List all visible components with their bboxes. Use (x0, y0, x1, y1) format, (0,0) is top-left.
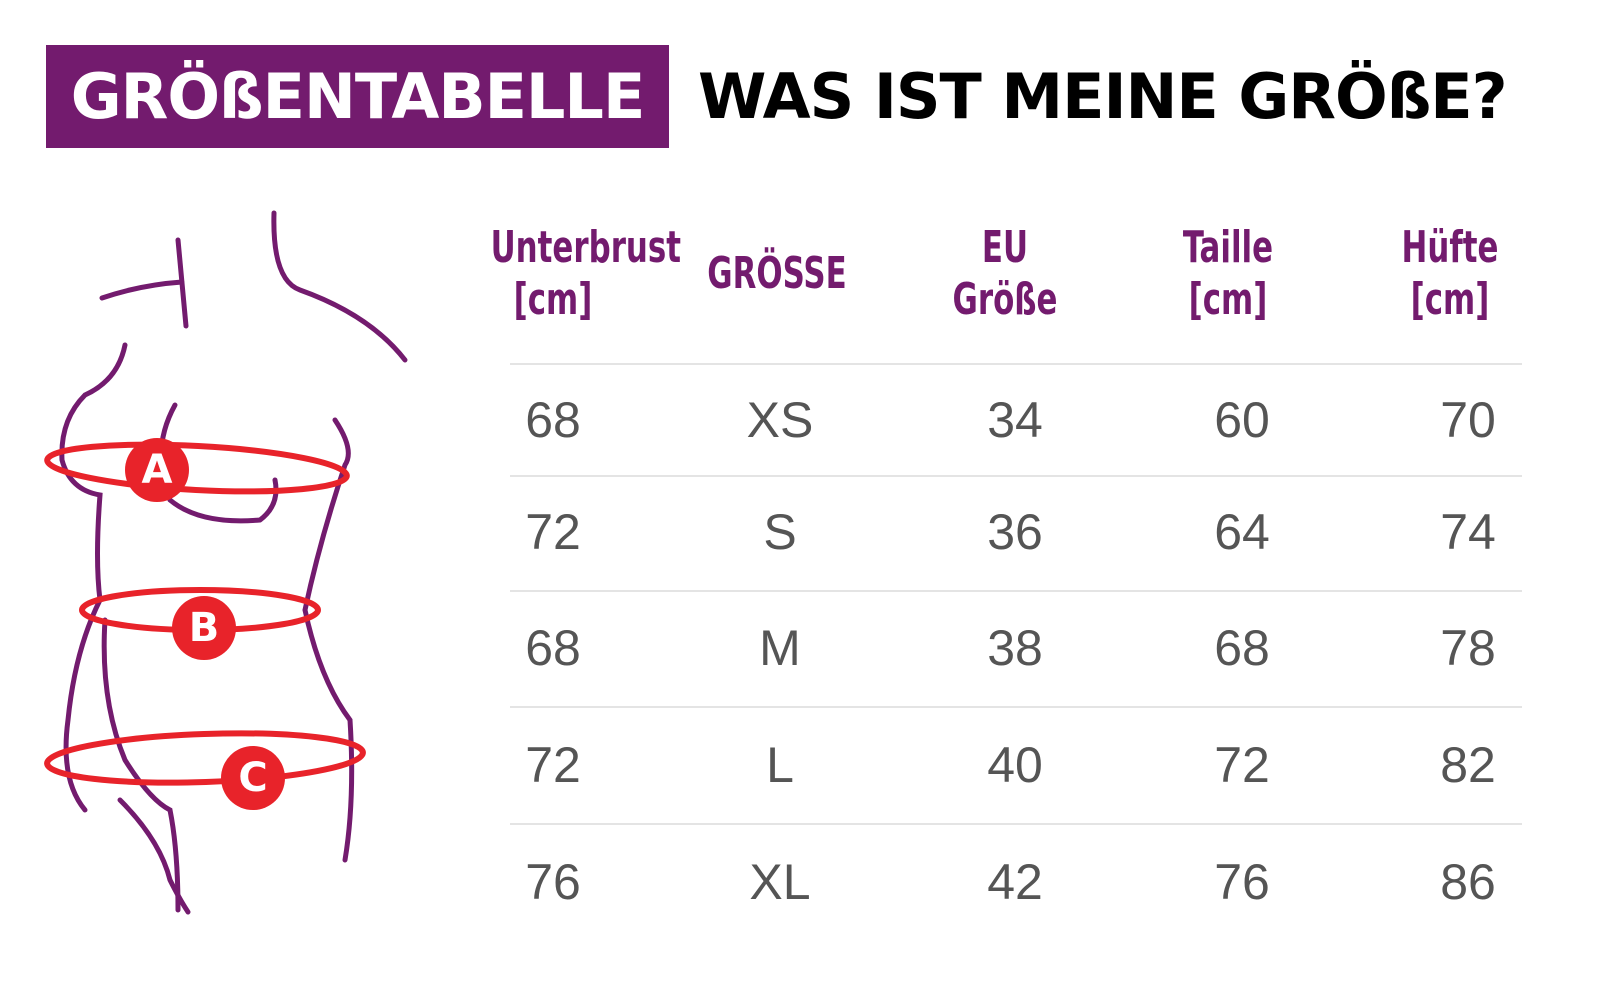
table-cell: 76 (525, 854, 581, 910)
marker-label: B (189, 605, 220, 651)
column-header: EU Größe (952, 222, 1058, 325)
column-header: Taille [cm] (1182, 222, 1274, 325)
table-cell: S (763, 504, 797, 560)
table-cell: 60 (1214, 392, 1270, 448)
table-cell: 40 (987, 737, 1043, 793)
table-cell: 82 (1440, 737, 1496, 793)
badge: GRÖßENTABELLE (46, 45, 669, 148)
table-cell: 68 (525, 620, 581, 676)
marker-label: C (238, 755, 267, 801)
table-cell: M (759, 620, 801, 676)
table-cell: 86 (1440, 854, 1496, 910)
body-figure: A B C (44, 210, 408, 915)
marker-label: A (142, 447, 173, 493)
table-cell: XS (746, 392, 814, 448)
table-cell: 72 (1214, 737, 1270, 793)
table-cell: 78 (1440, 620, 1496, 676)
row-divider (510, 363, 1522, 365)
table-cell: 74 (1440, 504, 1496, 560)
table-cell: 34 (987, 392, 1043, 448)
table-cell: 36 (987, 504, 1043, 560)
heading: WAS IST MEINE GRÖßE? (698, 60, 1508, 133)
table-cell: 76 (1214, 854, 1270, 910)
table-cell: 68 (525, 392, 581, 448)
row-divider (510, 475, 1522, 477)
table-cell: L (766, 737, 794, 793)
row-divider (510, 706, 1522, 708)
table-cell: 64 (1214, 504, 1270, 560)
table-cell: XL (749, 854, 811, 910)
table-cell: 38 (987, 620, 1043, 676)
table-cell: 70 (1440, 392, 1496, 448)
column-header: Unterbrust [cm] (490, 222, 682, 325)
table-cell: 68 (1214, 620, 1270, 676)
table-cell: 42 (987, 854, 1043, 910)
row-divider (510, 823, 1522, 825)
table-cell: 72 (525, 504, 581, 560)
column-header: Hüfte [cm] (1401, 222, 1499, 325)
column-header: GRÖSSE (707, 248, 847, 299)
row-divider (510, 590, 1522, 592)
table-cell: 72 (525, 737, 581, 793)
